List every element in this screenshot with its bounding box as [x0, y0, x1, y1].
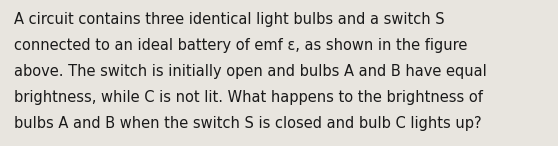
Text: connected to an ideal battery of emf ε, as shown in the figure: connected to an ideal battery of emf ε, …: [14, 38, 468, 53]
Text: A circuit contains three identical light bulbs and a switch S: A circuit contains three identical light…: [14, 12, 445, 27]
Text: bulbs A and B when the switch S is closed and bulb C lights up?: bulbs A and B when the switch S is close…: [14, 116, 482, 131]
Text: above. The switch is initially open and bulbs A and B have equal: above. The switch is initially open and …: [14, 64, 487, 79]
Text: brightness, while C is not lit. What happens to the brightness of: brightness, while C is not lit. What hap…: [14, 90, 483, 105]
